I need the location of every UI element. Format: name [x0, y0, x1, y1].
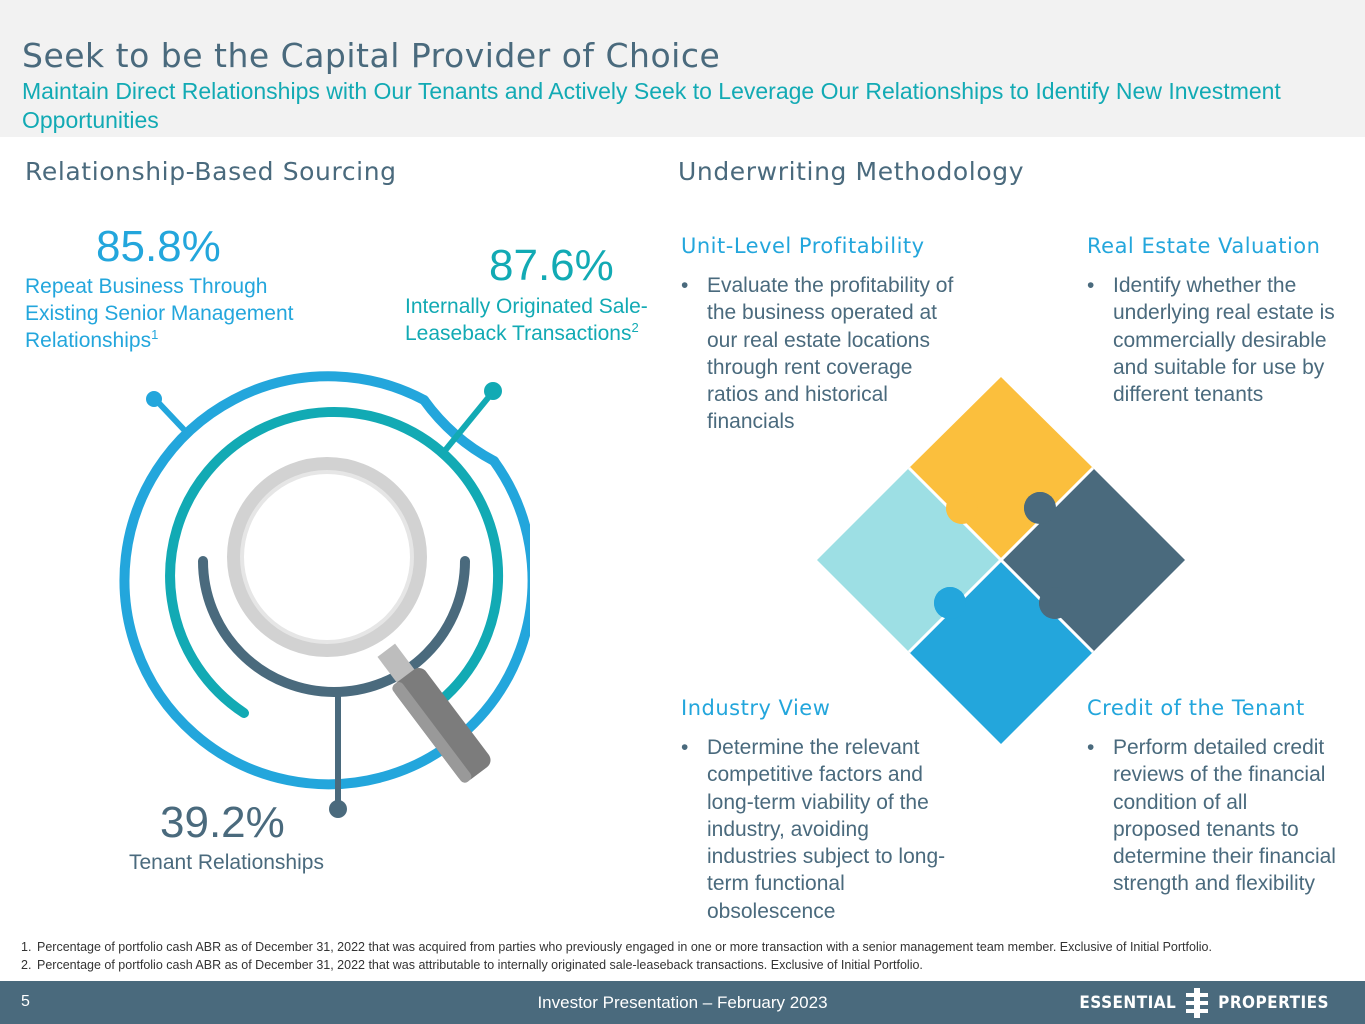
credit-tenant-body: • Perform detailed credit reviews of the…	[1087, 734, 1337, 898]
underwriting-heading: Underwriting Methodology	[678, 157, 1025, 186]
handle-grip	[393, 668, 491, 782]
logo-word-left: ESSENTIAL	[1079, 993, 1177, 1013]
footer-bar: 5 Investor Presentation – February 2023 …	[0, 981, 1365, 1024]
relationship-sourcing-heading: Relationship-Based Sourcing	[25, 157, 397, 186]
inner-ring-arc	[198, 556, 470, 697]
magnifier-handle	[377, 643, 491, 783]
outer-ring-dot	[146, 391, 162, 407]
puzzle-knob-cover-1	[946, 492, 978, 524]
sale-leaseback-label: Internally Originated Sale-Leaseback Tra…	[405, 293, 675, 347]
bullet-icon: •	[1087, 736, 1095, 759]
footnote-number: 2.	[21, 958, 32, 972]
bullet-icon: •	[1087, 274, 1095, 297]
logo-mark-icon	[1185, 988, 1208, 1018]
real-estate-title: Real Estate Valuation	[1087, 234, 1321, 258]
page-title: Seek to be the Capital Provider of Choic…	[22, 36, 721, 75]
puzzle-piece-top	[909, 377, 1093, 560]
lens-rim	[227, 457, 427, 657]
repeat-business-value: 85.8%	[96, 222, 221, 271]
credit-tenant-text: Perform detailed credit reviews of the f…	[1113, 736, 1336, 896]
puzzle-diamond-graphic	[817, 377, 1185, 744]
footnote-ref-1: 1	[151, 327, 159, 342]
lens-inner-rim	[240, 470, 414, 644]
middle-ring-stem	[440, 391, 495, 455]
middle-ring-dot	[484, 382, 502, 400]
bullet-icon: •	[681, 736, 689, 759]
footnote-text: Percentage of portfolio cash ABR as of D…	[37, 958, 923, 972]
sale-leaseback-value: 87.6%	[489, 241, 614, 290]
credit-tenant-title: Credit of the Tenant	[1087, 696, 1305, 720]
outer-ring-stem	[152, 396, 191, 437]
footnotes: 1. Percentage of portfolio cash ABR as o…	[21, 938, 1212, 974]
puzzle-knob-cover-4	[1039, 587, 1071, 619]
footnote-number: 1.	[21, 940, 32, 954]
magnifier-rings-graphic	[119, 371, 530, 818]
puzzle-knob-cover-3	[934, 587, 966, 619]
sale-leaseback-text: Internally Originated Sale-Leaseback Tra…	[405, 295, 648, 345]
tenant-relationships-value: 39.2%	[160, 798, 285, 847]
header-band: Seek to be the Capital Provider of Choic…	[0, 0, 1365, 137]
industry-view-title: Industry View	[681, 696, 831, 720]
real-estate-body: • Identify whether the underlying real e…	[1087, 272, 1337, 408]
unit-level-body: • Evaluate the profitability of the busi…	[681, 272, 957, 436]
footnote-ref-2: 2	[631, 320, 639, 335]
repeat-business-text: Repeat Business Through Existing Senior …	[25, 275, 294, 352]
puzzle-seam-2	[907, 466, 1095, 654]
page-subtitle: Maintain Direct Relationships with Our T…	[22, 78, 1281, 133]
tenant-relationships-label: Tenant Relationships	[129, 851, 324, 874]
repeat-business-label: Repeat Business Through Existing Senior …	[25, 273, 345, 354]
real-estate-text: Identify whether the underlying real est…	[1113, 274, 1335, 407]
puzzle-knob-cover-2	[1024, 492, 1056, 524]
footnote-text: Percentage of portfolio cash ABR as of D…	[37, 940, 1212, 954]
page-number: 5	[21, 993, 30, 1010]
essential-properties-logo: ESSENTIAL PROPERTIES	[1074, 988, 1335, 1018]
inner-ring-dot	[329, 800, 347, 818]
unit-level-title: Unit-Level Profitability	[681, 234, 925, 258]
footnote-item: 2. Percentage of portfolio cash ABR as o…	[21, 956, 1212, 974]
logo-word-right: PROPERTIES	[1217, 993, 1329, 1013]
footnote-item: 1. Percentage of portfolio cash ABR as o…	[21, 938, 1212, 956]
footer-center-text: Investor Presentation – February 2023	[537, 993, 828, 1012]
industry-view-text: Determine the relevant competitive facto…	[707, 736, 946, 923]
industry-view-body: • Determine the relevant competitive fac…	[681, 734, 957, 925]
outer-ring-arc	[119, 371, 530, 790]
handle-neck	[377, 643, 416, 685]
handle-highlight	[392, 682, 472, 783]
middle-ring-arc	[165, 407, 504, 718]
unit-level-text: Evaluate the profitability of the busine…	[707, 274, 954, 434]
bullet-icon: •	[681, 274, 689, 297]
